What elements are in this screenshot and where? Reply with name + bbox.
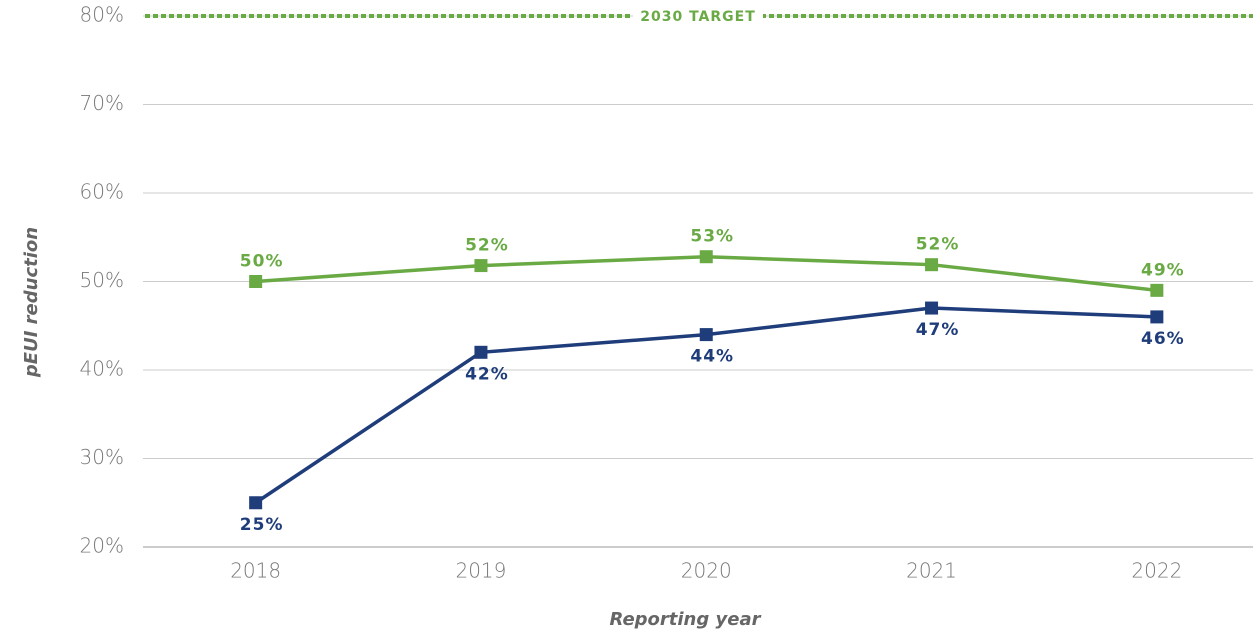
- marker: [699, 328, 713, 342]
- y-tick-label: 60%: [80, 180, 124, 204]
- data-label: 46%: [1141, 329, 1185, 349]
- marker: [925, 301, 939, 315]
- y-tick-label: 50%: [80, 268, 124, 292]
- marker: [699, 250, 713, 264]
- data-label: 47%: [916, 320, 960, 340]
- marker: [1150, 310, 1164, 324]
- data-label: 25%: [240, 515, 284, 535]
- y-tick-label: 30%: [80, 445, 124, 469]
- x-tick-label: 2020: [681, 559, 732, 583]
- x-tick-label: 2022: [1131, 559, 1182, 583]
- x-axis-title: Reporting year: [609, 609, 761, 630]
- data-label: 50%: [240, 252, 284, 272]
- y-axis-title: pEUI reduction: [21, 227, 42, 378]
- x-tick-label: 2021: [906, 559, 957, 583]
- data-label: 52%: [916, 235, 960, 255]
- y-tick-label: 70%: [80, 91, 124, 115]
- x-tick-label: 2019: [455, 559, 506, 583]
- target-label: 2030 TARGET: [640, 9, 756, 25]
- y-tick-label: 80%: [80, 3, 124, 27]
- x-tick-label: 2018: [230, 559, 281, 583]
- target-label-bg: [633, 6, 763, 26]
- data-label: 49%: [1141, 260, 1185, 280]
- marker: [1150, 283, 1164, 297]
- data-label: 42%: [465, 364, 509, 384]
- marker: [249, 275, 263, 288]
- marker: [474, 259, 488, 273]
- y-tick-label: 40%: [80, 357, 124, 381]
- data-label: 52%: [465, 236, 509, 256]
- marker: [474, 345, 488, 359]
- marker: [925, 258, 939, 272]
- data-label: 44%: [690, 347, 734, 367]
- y-tick-label: 20%: [80, 534, 124, 558]
- marker: [249, 496, 263, 510]
- data-label: 53%: [690, 227, 734, 247]
